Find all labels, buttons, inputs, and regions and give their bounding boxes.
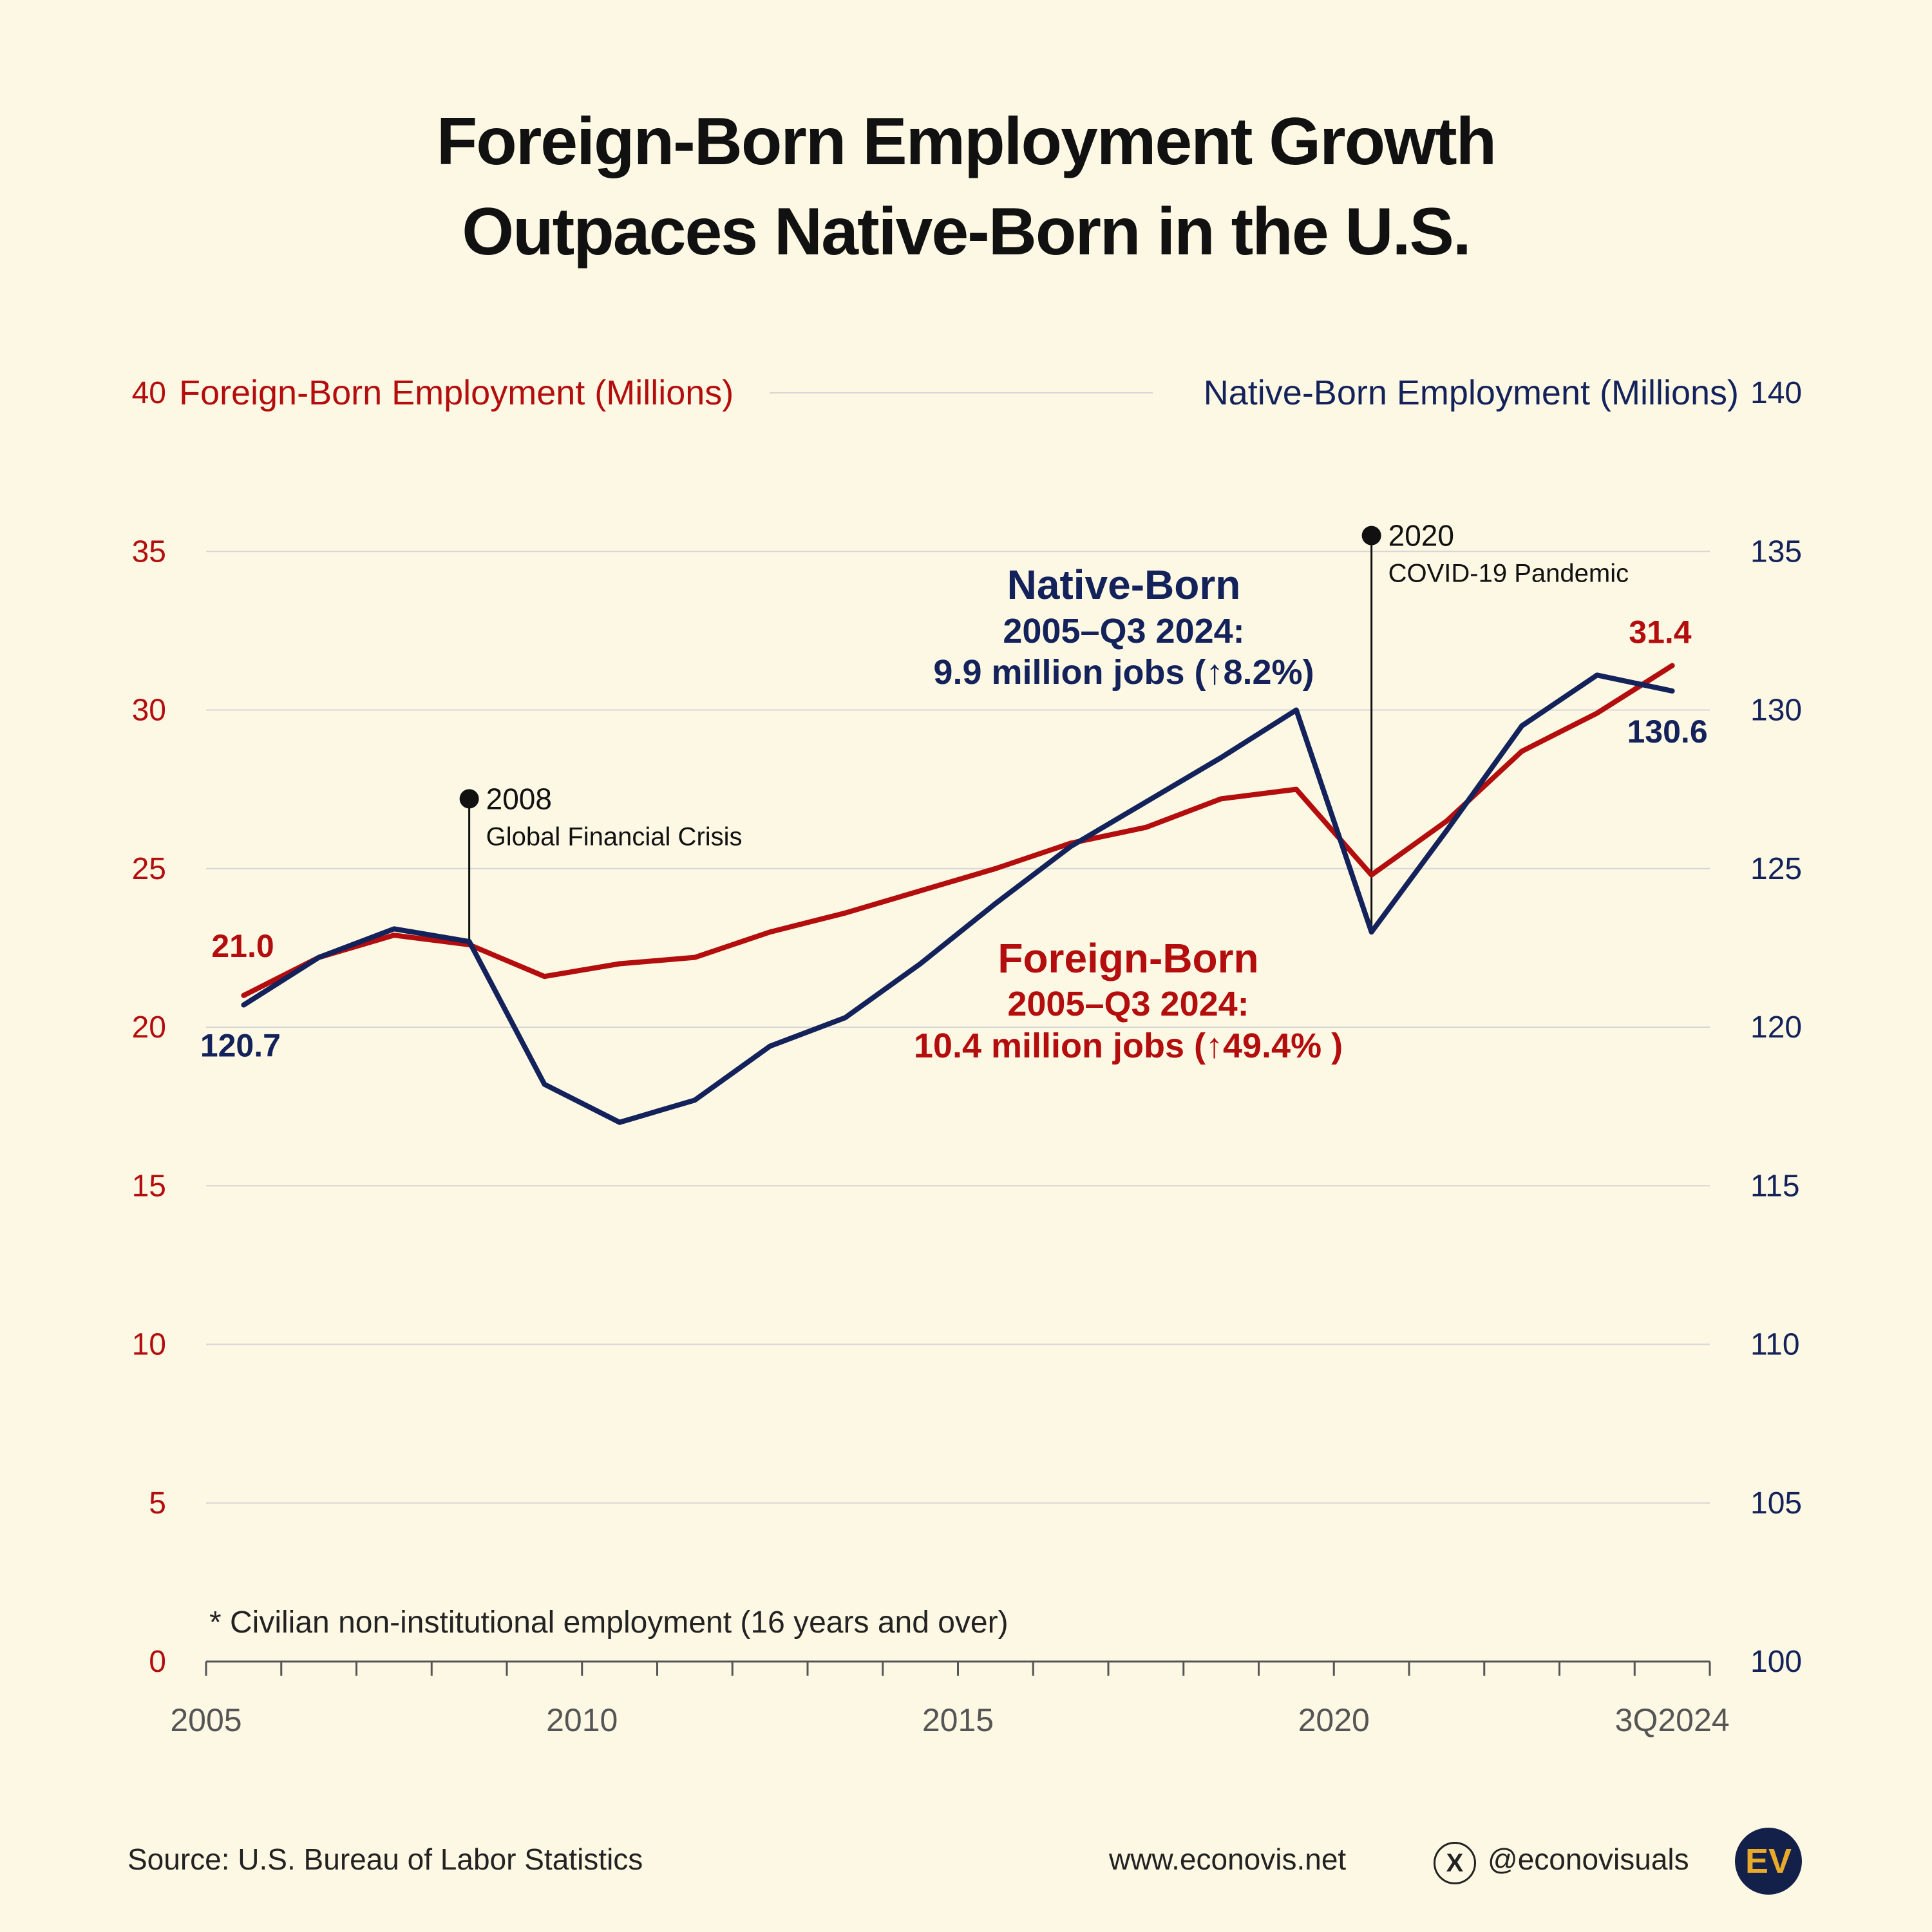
right-tick-label: 135 [1750, 535, 1802, 569]
social-handle[interactable]: @econovisuals [1488, 1842, 1689, 1876]
left-tick-label: 10 [132, 1328, 166, 1362]
source-text: Source: U.S. Bureau of Labor Statistics [128, 1842, 643, 1876]
foreign-annotation-growth: 10.4 million jobs (↑49.4% ) [914, 1027, 1343, 1065]
left-tick-label: 30 [132, 694, 166, 728]
event-marker-dot [459, 789, 479, 809]
native-born-line [241, 672, 1675, 1125]
left-tick-label: 20 [132, 1010, 166, 1045]
foreign-annotation-period: 2005–Q3 2024: [1007, 985, 1249, 1023]
left-tick-label: 25 [132, 852, 166, 886]
event-marker-dot [1361, 526, 1381, 545]
native-end-label: 130.6 [1627, 714, 1708, 750]
right-tick-label: 115 [1750, 1169, 1800, 1203]
native-annotation-period: 2005–Q3 2024: [1003, 612, 1244, 650]
right-tick-label: 105 [1750, 1486, 1802, 1520]
econovis-logo: EV [1735, 1828, 1802, 1895]
right-axis-title: Native-Born Employment (Millions) [1204, 374, 1739, 412]
x-tick-label: 2005 [170, 1702, 242, 1738]
website-link[interactable]: www.econovis.net [1109, 1842, 1347, 1876]
x-tick-label: 2020 [1298, 1702, 1370, 1738]
left-axis-title: Foreign-Born Employment (Millions) [179, 374, 734, 412]
event-year: 2020 [1388, 519, 1454, 553]
right-tick-label: 125 [1750, 852, 1802, 886]
right-tick-label: 100 [1750, 1645, 1802, 1679]
foreign-start-label: 21.0 [211, 928, 274, 964]
right-tick-label: 120 [1750, 1010, 1802, 1045]
x-tick-label: 3Q2024 [1615, 1702, 1730, 1738]
left-tick-label: 15 [132, 1169, 166, 1203]
x-logo-icon: X [1434, 1842, 1476, 1884]
native-annotation-title: Native-Born [1007, 562, 1241, 608]
chart-title: Foreign-Born Employment Growth Outpaces … [0, 97, 1932, 277]
title-line-2: Outpaces Native-Born in the U.S. [462, 194, 1472, 269]
foreign-born-line [241, 663, 1675, 998]
x-tick-label: 2010 [546, 1702, 618, 1738]
event-description: COVID-19 Pandemic [1388, 560, 1629, 588]
foreign-end-label: 31.4 [1629, 614, 1692, 650]
x-logo-letter: X [1446, 1848, 1464, 1877]
event-description: Global Financial Crisis [486, 822, 743, 851]
native-annotation-growth: 9.9 million jobs (↑8.2%) [933, 653, 1314, 692]
right-tick-label: 140 [1750, 376, 1802, 410]
native-start-label: 120.7 [200, 1028, 281, 1064]
foreign-annotation-title: Foreign-Born [998, 935, 1258, 981]
econovis-logo-text: EV [1745, 1842, 1792, 1880]
event-year: 2008 [486, 782, 552, 815]
title-line-1: Foreign-Born Employment Growth [436, 104, 1497, 179]
left-tick-label: 5 [149, 1486, 166, 1520]
right-tick-label: 130 [1750, 694, 1802, 728]
left-tick-label: 40 [132, 376, 166, 410]
left-tick-label: 0 [149, 1645, 166, 1679]
right-tick-label: 110 [1750, 1328, 1800, 1362]
footnote: * Civilian non-institutional employment … [209, 1605, 1009, 1640]
left-tick-label: 35 [132, 535, 166, 569]
x-tick-label: 2015 [922, 1702, 994, 1738]
